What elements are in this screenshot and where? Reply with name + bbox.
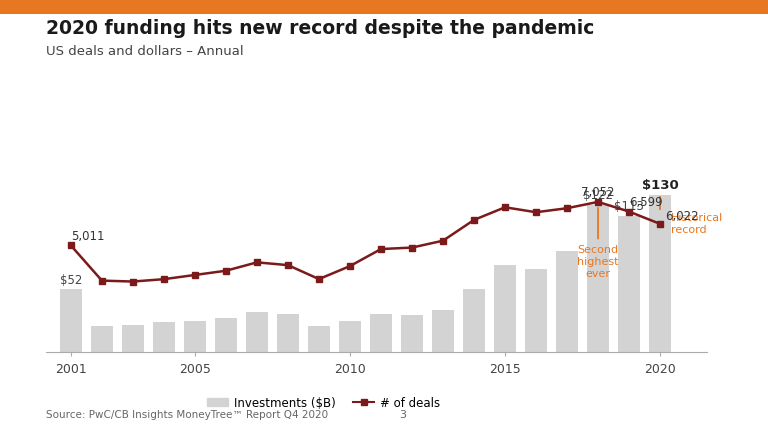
Bar	[122, 325, 144, 353]
Text: 3: 3	[399, 409, 406, 419]
Bar	[618, 216, 640, 353]
Text: $130: $130	[642, 179, 678, 192]
Text: 2020 funding hits new record despite the pandemic: 2020 funding hits new record despite the…	[46, 19, 594, 38]
Text: 6,599: 6,599	[629, 195, 663, 208]
Text: $122: $122	[583, 188, 613, 202]
Bar	[370, 314, 392, 353]
Bar	[60, 290, 81, 353]
Text: 5,011: 5,011	[71, 229, 104, 242]
Bar	[308, 326, 329, 353]
Bar	[463, 290, 485, 353]
Bar	[649, 196, 671, 353]
Bar	[91, 326, 113, 353]
Text: Historical
record: Historical record	[671, 212, 723, 235]
Bar	[215, 319, 237, 353]
Bar	[401, 315, 423, 353]
Bar	[153, 322, 175, 353]
Text: 7,052: 7,052	[581, 186, 614, 199]
Text: US deals and dollars – Annual: US deals and dollars – Annual	[46, 45, 243, 58]
Bar	[246, 313, 268, 353]
Bar	[494, 266, 516, 353]
Bar	[556, 251, 578, 353]
Bar	[277, 314, 299, 353]
Text: 6,022: 6,022	[664, 209, 698, 222]
Text: Second
highest
ever: Second highest ever	[578, 244, 619, 279]
Legend: Investments ($B), # of deals: Investments ($B), # of deals	[202, 391, 445, 414]
Bar	[588, 205, 609, 353]
Text: $52: $52	[60, 273, 82, 286]
Text: $113: $113	[614, 200, 644, 212]
Text: Source: PwC/CB Insights MoneyTree™ Report Q4 2020: Source: PwC/CB Insights MoneyTree™ Repor…	[46, 409, 328, 419]
Bar	[525, 269, 547, 353]
Bar	[339, 321, 361, 353]
Bar	[432, 310, 454, 353]
Bar	[184, 321, 206, 353]
